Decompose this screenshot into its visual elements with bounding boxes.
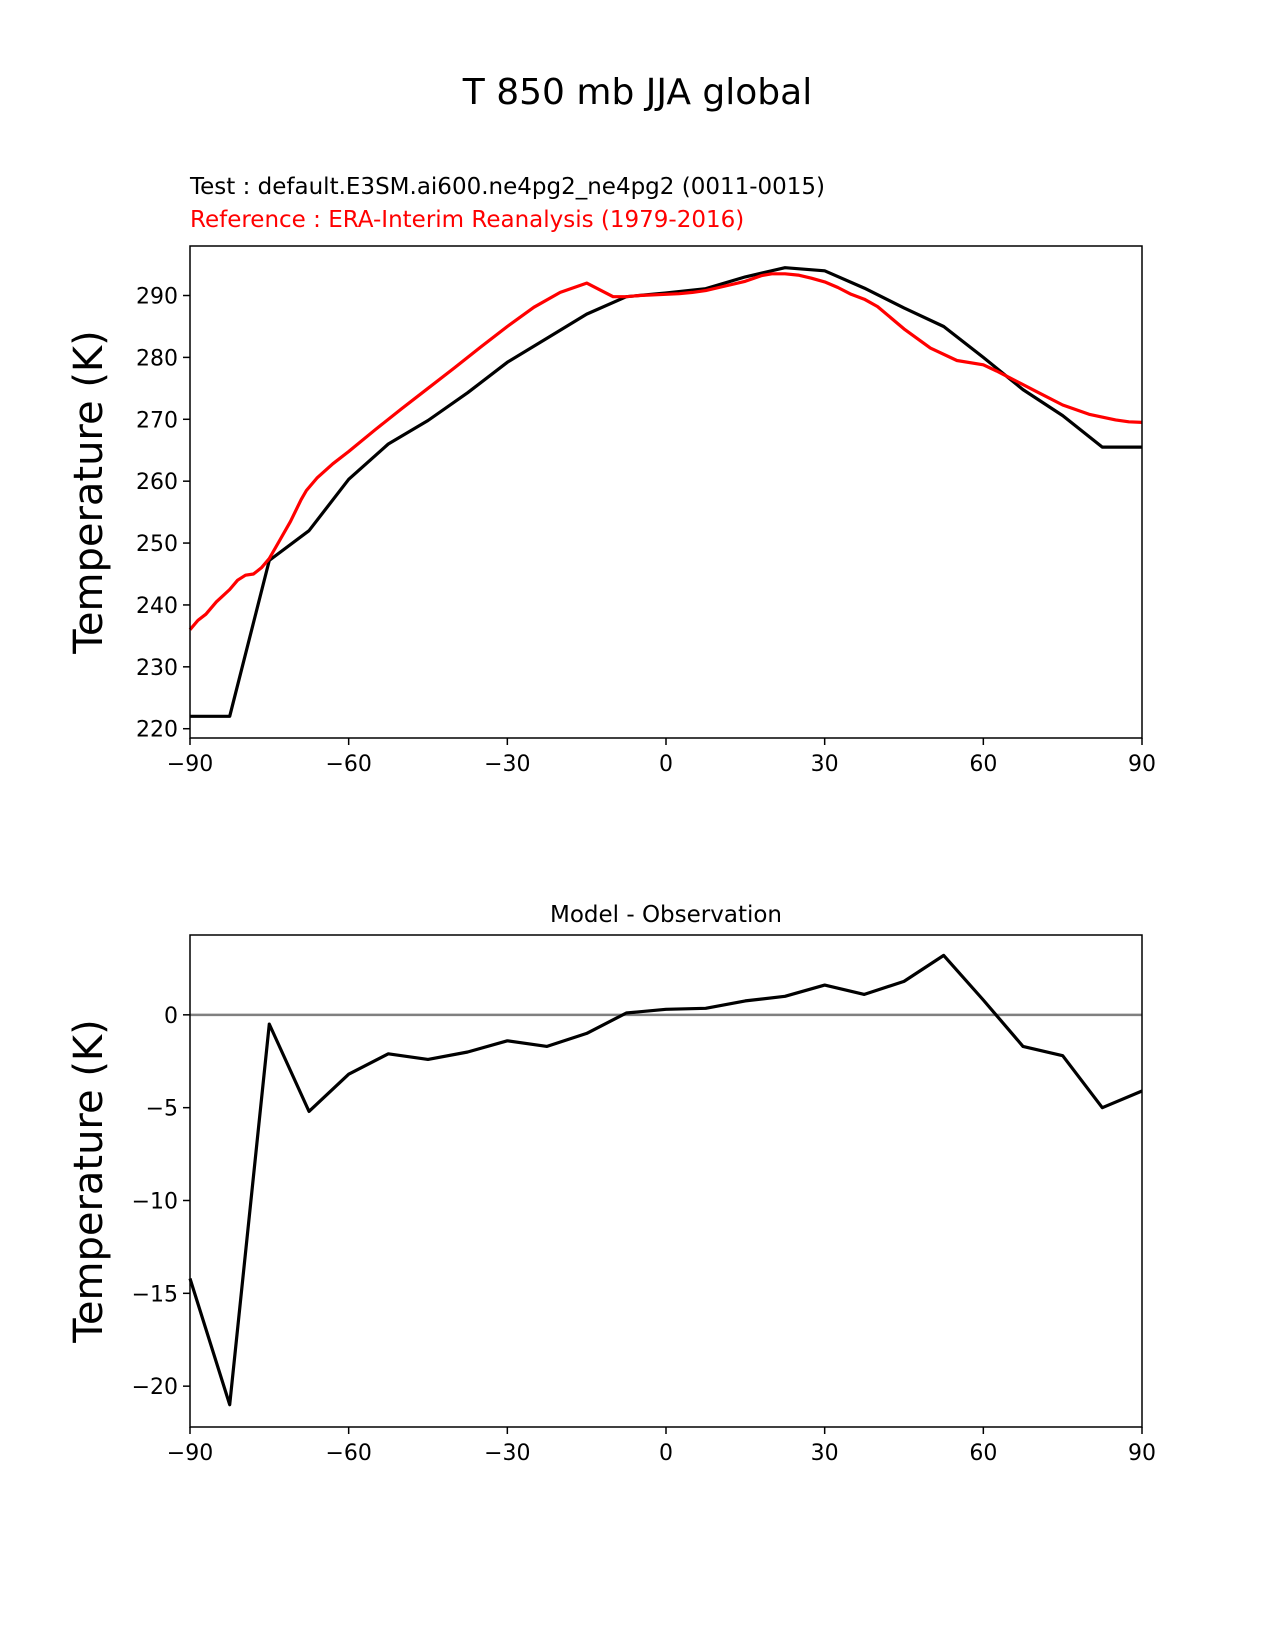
y-tick-label: 240	[136, 594, 178, 619]
y-tick-label: −5	[146, 1097, 178, 1122]
legend-reference: Reference : ERA-Interim Reanalysis (1979…	[190, 207, 745, 233]
x-tick-label: −30	[484, 752, 530, 777]
x-tick-label: −90	[167, 1441, 213, 1466]
axes-frame	[189, 245, 1143, 739]
y-axis-label: Temperature (K)	[66, 1019, 112, 1344]
x-tick-label: 90	[1128, 1441, 1156, 1466]
series-line-test	[190, 266, 1142, 718]
y-tick-label: 0	[164, 1004, 178, 1029]
y-tick-label: 290	[136, 285, 178, 310]
x-tick-label: 0	[659, 1441, 673, 1466]
y-tick-label: 230	[136, 656, 178, 681]
y-axis-label: Temperature (K)	[66, 330, 112, 655]
figure-title: T 850 mb JJA global	[462, 72, 813, 113]
x-tick-label: −30	[484, 1441, 530, 1466]
y-tick-label: 280	[136, 346, 178, 371]
y-tick-label: 220	[136, 718, 178, 743]
y-tick-label: −10	[132, 1189, 178, 1214]
x-tick-label: 60	[969, 752, 997, 777]
x-tick-label: 90	[1128, 752, 1156, 777]
y-tick-label: 270	[136, 408, 178, 433]
y-tick-label: −20	[132, 1375, 178, 1400]
y-tick-label: −15	[132, 1282, 178, 1307]
x-tick-label: −60	[325, 1441, 371, 1466]
y-tick-label: 260	[136, 470, 178, 495]
x-tick-label: −60	[325, 752, 371, 777]
x-tick-label: 60	[969, 1441, 997, 1466]
y-tick-label: 250	[136, 532, 178, 557]
x-tick-label: 30	[811, 752, 839, 777]
x-tick-label: 0	[659, 752, 673, 777]
x-tick-label: 30	[811, 1441, 839, 1466]
x-tick-label: −90	[167, 752, 213, 777]
difference-title: Model - Observation	[549, 902, 783, 928]
series-line-reference	[188, 272, 1143, 631]
series-line-difference	[188, 953, 1143, 1407]
legend-test: Test : default.E3SM.ai600.ne4pg2_ne4pg2 …	[190, 174, 826, 200]
